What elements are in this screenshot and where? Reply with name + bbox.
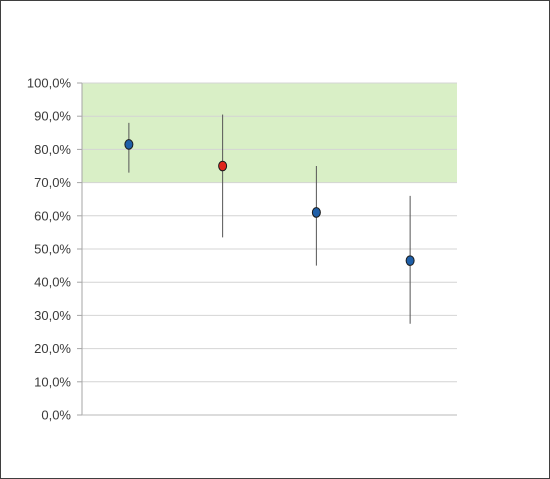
y-tick-label: 10,0% (34, 374, 71, 389)
y-tick-label: 70,0% (34, 175, 71, 190)
y-tick-label: 80,0% (34, 142, 71, 157)
y-tick-label: 20,0% (34, 341, 71, 356)
target-band (82, 83, 457, 183)
data-point (405, 255, 415, 266)
data-point (311, 207, 321, 218)
data-point (124, 139, 134, 150)
y-tick-label: 0,0% (41, 408, 71, 423)
y-tick-label: 30,0% (34, 308, 71, 323)
y-tick-label: 100,0% (27, 76, 72, 91)
y-tick-label: 50,0% (34, 242, 71, 257)
y-tick-label: 90,0% (34, 109, 71, 124)
data-point (218, 160, 228, 172)
y-tick-label: 40,0% (34, 275, 71, 290)
y-tick-label: 60,0% (34, 208, 71, 223)
